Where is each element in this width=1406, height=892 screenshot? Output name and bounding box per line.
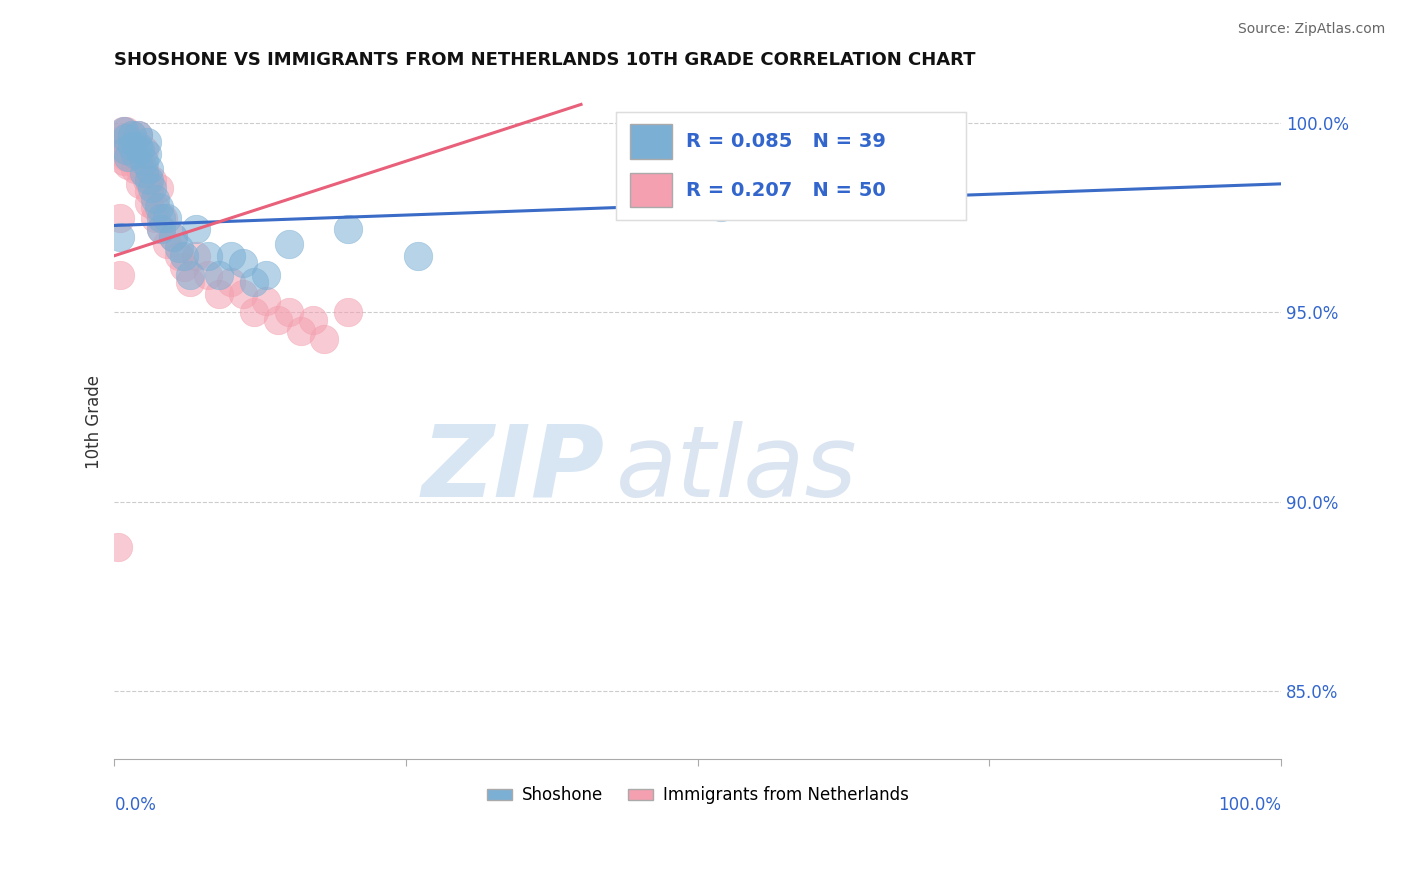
Point (124, 161, 146, 176)
Point (124, 150, 146, 164)
Point (127, 143, 149, 157)
Point (179, 275, 201, 289)
Point (114, 143, 136, 157)
Point (115, 135, 138, 149)
Point (143, 211, 166, 225)
Y-axis label: 10th Grade: 10th Grade (86, 376, 103, 469)
Point (336, 305, 359, 319)
Point (290, 324, 312, 338)
Point (156, 211, 179, 225)
Point (112, 154, 135, 169)
Point (167, 241, 190, 255)
Point (143, 200, 166, 214)
Point (184, 222, 207, 236)
Point (208, 268, 231, 282)
Point (219, 275, 242, 289)
Point (184, 249, 207, 263)
Text: ZIP: ZIP (422, 421, 605, 517)
Point (127, 154, 149, 169)
Point (254, 294, 277, 309)
Point (136, 135, 159, 149)
Point (150, 211, 173, 225)
Point (862, 180, 884, 194)
Point (121, 128, 143, 142)
Point (132, 143, 155, 157)
Point (301, 313, 323, 327)
Text: Source: ZipAtlas.com: Source: ZipAtlas.com (1237, 22, 1385, 37)
Point (710, 200, 733, 214)
Point (136, 173, 159, 187)
Point (115, 131, 138, 145)
Point (173, 249, 195, 263)
Point (132, 165, 155, 179)
Point (156, 237, 179, 252)
Point (173, 260, 195, 274)
Point (115, 150, 138, 164)
Point (150, 222, 173, 236)
Point (148, 180, 170, 194)
Point (336, 222, 359, 236)
Point (232, 256, 254, 270)
Point (167, 249, 190, 263)
Point (267, 313, 290, 327)
Point (208, 286, 231, 301)
Point (117, 150, 139, 164)
Point (150, 222, 173, 236)
Point (406, 249, 429, 263)
Point (129, 161, 152, 176)
Text: 100.0%: 100.0% (1218, 796, 1281, 814)
Point (141, 180, 163, 194)
Point (278, 237, 301, 252)
Point (138, 173, 160, 187)
Point (162, 229, 184, 244)
Point (110, 268, 132, 282)
Point (148, 200, 170, 214)
Text: 0.0%: 0.0% (114, 796, 156, 814)
Point (197, 249, 219, 263)
Point (121, 128, 143, 142)
Point (243, 275, 266, 289)
Point (121, 139, 143, 153)
Point (132, 161, 155, 176)
Point (129, 143, 152, 157)
Point (124, 146, 146, 161)
Legend: Shoshone, Immigrants from Netherlands: Shoshone, Immigrants from Netherlands (479, 780, 915, 811)
Point (138, 195, 160, 210)
Text: atlas: atlas (616, 421, 858, 517)
Point (138, 185, 160, 199)
Point (129, 177, 152, 191)
Point (278, 305, 301, 319)
Point (132, 154, 155, 169)
Point (152, 211, 174, 225)
Point (254, 268, 277, 282)
Point (179, 268, 201, 282)
Point (110, 229, 132, 244)
Point (136, 146, 159, 161)
Point (112, 131, 135, 145)
Point (143, 192, 166, 206)
Point (197, 268, 219, 282)
Point (127, 128, 149, 142)
Point (314, 332, 336, 346)
Point (127, 139, 149, 153)
Point (115, 124, 138, 138)
Point (138, 161, 160, 176)
Point (111, 124, 134, 138)
Point (232, 286, 254, 301)
Point (243, 305, 266, 319)
Point (162, 229, 184, 244)
Point (107, 540, 129, 554)
Point (115, 143, 138, 157)
Point (117, 158, 139, 172)
Point (127, 128, 149, 142)
Text: SHOSHONE VS IMMIGRANTS FROM NETHERLANDS 10TH GRADE CORRELATION CHART: SHOSHONE VS IMMIGRANTS FROM NETHERLANDS … (114, 51, 976, 69)
Point (112, 124, 135, 138)
Point (141, 173, 163, 187)
Point (219, 249, 242, 263)
Point (110, 211, 132, 225)
Point (121, 143, 143, 157)
Point (117, 139, 139, 153)
